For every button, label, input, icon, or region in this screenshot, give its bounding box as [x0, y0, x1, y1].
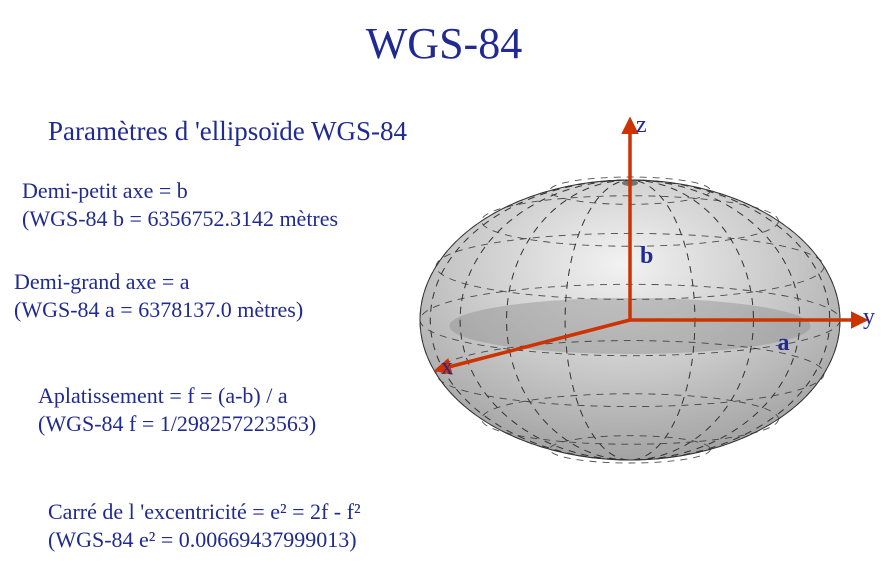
param-e2-label: Carré de l 'excentricité = e² = 2f - f²	[48, 499, 361, 524]
param-e2: Carré de l 'excentricité = e² = 2f - f² …	[48, 498, 361, 553]
param-b-value: (WGS-84 b = 6356752.3142 mètres	[22, 206, 338, 231]
param-e2-value: (WGS-84 e² = 0.00669437999013)	[48, 527, 357, 552]
subtitle: Paramètres d 'ellipsoïde WGS-84	[48, 116, 407, 147]
param-b-label: Demi-petit axe = b	[22, 178, 188, 203]
ellipsoid-diagram: z y x a b	[390, 110, 880, 510]
param-f-value: (WGS-84 f = 1/298257223563)	[38, 411, 316, 436]
page-title: WGS-84	[0, 18, 888, 69]
param-f: Aplatissement = f = (a-b) / a (WGS-84 f …	[38, 382, 316, 437]
param-a: Demi-grand axe = a (WGS-84 a = 6378137.0…	[14, 268, 303, 323]
param-f-label: Aplatissement = f = (a-b) / a	[38, 383, 288, 408]
param-a-value: (WGS-84 a = 6378137.0 mètres)	[14, 297, 303, 322]
axis-label-x: x	[441, 354, 453, 381]
axis-label-y: y	[863, 304, 875, 331]
axis-label-z: z	[636, 112, 647, 139]
axis-label-a: a	[778, 330, 790, 357]
param-a-label: Demi-grand axe = a	[14, 269, 190, 294]
axis-label-b: b	[640, 243, 653, 270]
param-b: Demi-petit axe = b (WGS-84 b = 6356752.3…	[22, 177, 338, 232]
